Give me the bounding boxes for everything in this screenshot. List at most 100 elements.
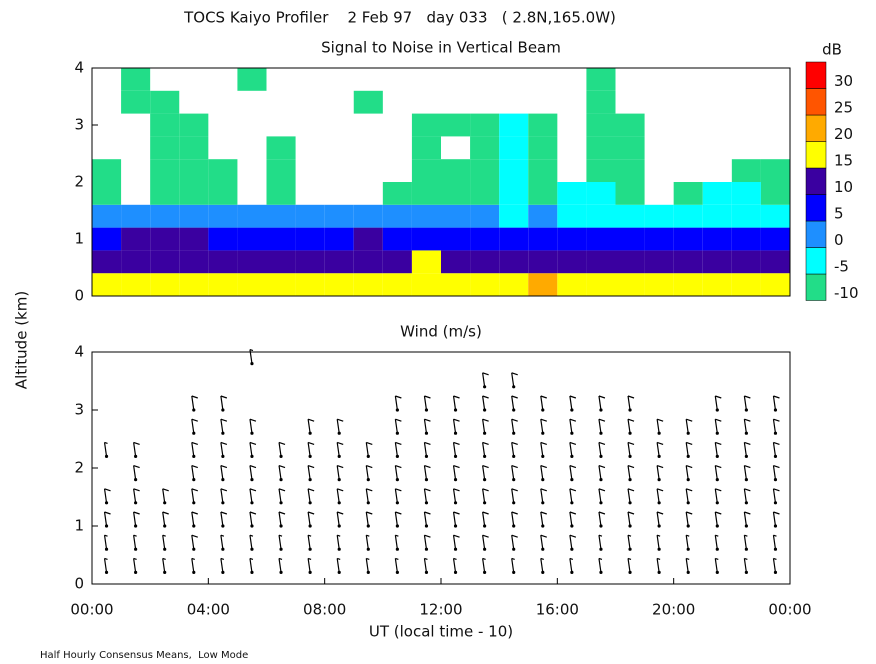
wind-barb xyxy=(656,418,664,435)
barb-half xyxy=(162,557,166,560)
wind-barb xyxy=(482,511,489,528)
heat-cell xyxy=(150,113,180,137)
heat-cell xyxy=(382,204,412,228)
barb-full xyxy=(453,465,460,469)
heat-cell xyxy=(295,204,325,228)
barb-staff xyxy=(133,488,137,503)
barb-staff xyxy=(511,442,515,457)
barb-full xyxy=(366,488,373,492)
y-tick-label: 0 xyxy=(74,575,84,593)
barb-staff xyxy=(714,535,718,550)
barb-staff xyxy=(394,465,398,480)
barb-dot xyxy=(366,524,370,528)
barb-staff xyxy=(220,419,224,434)
barb-dot xyxy=(570,454,574,458)
wind-barb xyxy=(627,418,635,435)
wind-barb xyxy=(540,488,547,505)
barb-dot xyxy=(715,454,719,458)
barb-staff xyxy=(743,419,747,434)
barb-staff xyxy=(394,535,398,550)
heat-cell xyxy=(382,273,412,296)
heat-cell xyxy=(208,204,238,228)
barb-dot xyxy=(134,547,138,551)
barb-staff xyxy=(482,488,486,503)
heat-cell xyxy=(150,250,180,274)
barb-full xyxy=(191,441,198,445)
wind-barb xyxy=(191,465,198,482)
barb-staff xyxy=(423,535,428,550)
barb-full xyxy=(220,488,228,492)
heat-cell xyxy=(208,159,238,182)
wind-barb xyxy=(685,465,693,482)
barb-staff xyxy=(743,442,747,457)
barb-staff xyxy=(191,442,195,457)
heat-cell xyxy=(644,250,674,274)
wind-barb xyxy=(482,488,489,505)
wind-barb xyxy=(482,395,489,412)
wind-barb xyxy=(569,395,577,412)
barb-half xyxy=(220,557,225,560)
barb-full xyxy=(540,511,547,515)
heat-cell xyxy=(179,250,209,274)
barb-full xyxy=(191,465,198,469)
barb-full xyxy=(627,465,635,469)
wind-barb xyxy=(511,557,516,575)
barb-staff xyxy=(598,465,602,480)
barb-dot xyxy=(221,431,225,435)
heat-cell xyxy=(586,250,616,274)
barb-full xyxy=(307,511,315,515)
barb-staff xyxy=(714,511,718,527)
barb-staff xyxy=(336,465,340,480)
barb-full xyxy=(395,441,402,445)
barb-full xyxy=(453,395,460,399)
barb-staff xyxy=(220,465,224,480)
barb-full xyxy=(191,418,198,422)
wind-barb xyxy=(394,418,402,435)
heat-cell xyxy=(121,227,151,251)
barb-dot xyxy=(541,570,545,575)
x-tick-label: 20:00 xyxy=(652,601,695,619)
barb-staff xyxy=(685,558,689,573)
heat-cell xyxy=(237,250,267,274)
barb-full xyxy=(656,441,664,445)
barb-staff xyxy=(772,535,777,550)
heat-cell xyxy=(586,68,616,91)
wind-barb xyxy=(220,395,228,412)
barb-staff xyxy=(336,511,340,527)
wind-barb xyxy=(743,418,751,435)
barb-half xyxy=(656,557,661,560)
barb-full xyxy=(395,418,402,422)
y-tick-label: 4 xyxy=(74,343,84,361)
barb-full xyxy=(220,465,228,469)
barb-half xyxy=(278,534,283,537)
barb-staff xyxy=(162,558,166,573)
barb-staff xyxy=(598,558,602,573)
barb-staff xyxy=(249,488,253,503)
heat-cell xyxy=(150,90,180,114)
heat-cell xyxy=(441,273,471,296)
wind-barb xyxy=(394,534,399,551)
wind-barb xyxy=(627,557,632,575)
barb-staff xyxy=(627,419,631,434)
barb-dot xyxy=(773,547,778,551)
barb-staff xyxy=(714,488,718,503)
wind-barb xyxy=(511,465,518,482)
barb-full xyxy=(278,511,286,515)
barb-full xyxy=(656,511,664,515)
barb-full xyxy=(511,511,518,515)
barb-dot xyxy=(686,454,690,458)
heat-cell xyxy=(731,250,761,274)
barb-full xyxy=(278,441,286,445)
wind-barb xyxy=(714,511,722,528)
footer: Half Hourly Consensus Means, Low Mode xyxy=(40,650,248,661)
barb-full xyxy=(482,465,489,469)
barb-staff xyxy=(423,419,428,434)
barb-dot xyxy=(395,478,399,482)
barb-full xyxy=(104,511,111,515)
barb-half xyxy=(627,557,632,560)
barb-staff xyxy=(569,395,573,411)
wind-barb xyxy=(133,465,140,482)
barb-half xyxy=(366,534,370,537)
colorbar-title: dB xyxy=(822,41,842,59)
barb-half xyxy=(337,557,341,560)
